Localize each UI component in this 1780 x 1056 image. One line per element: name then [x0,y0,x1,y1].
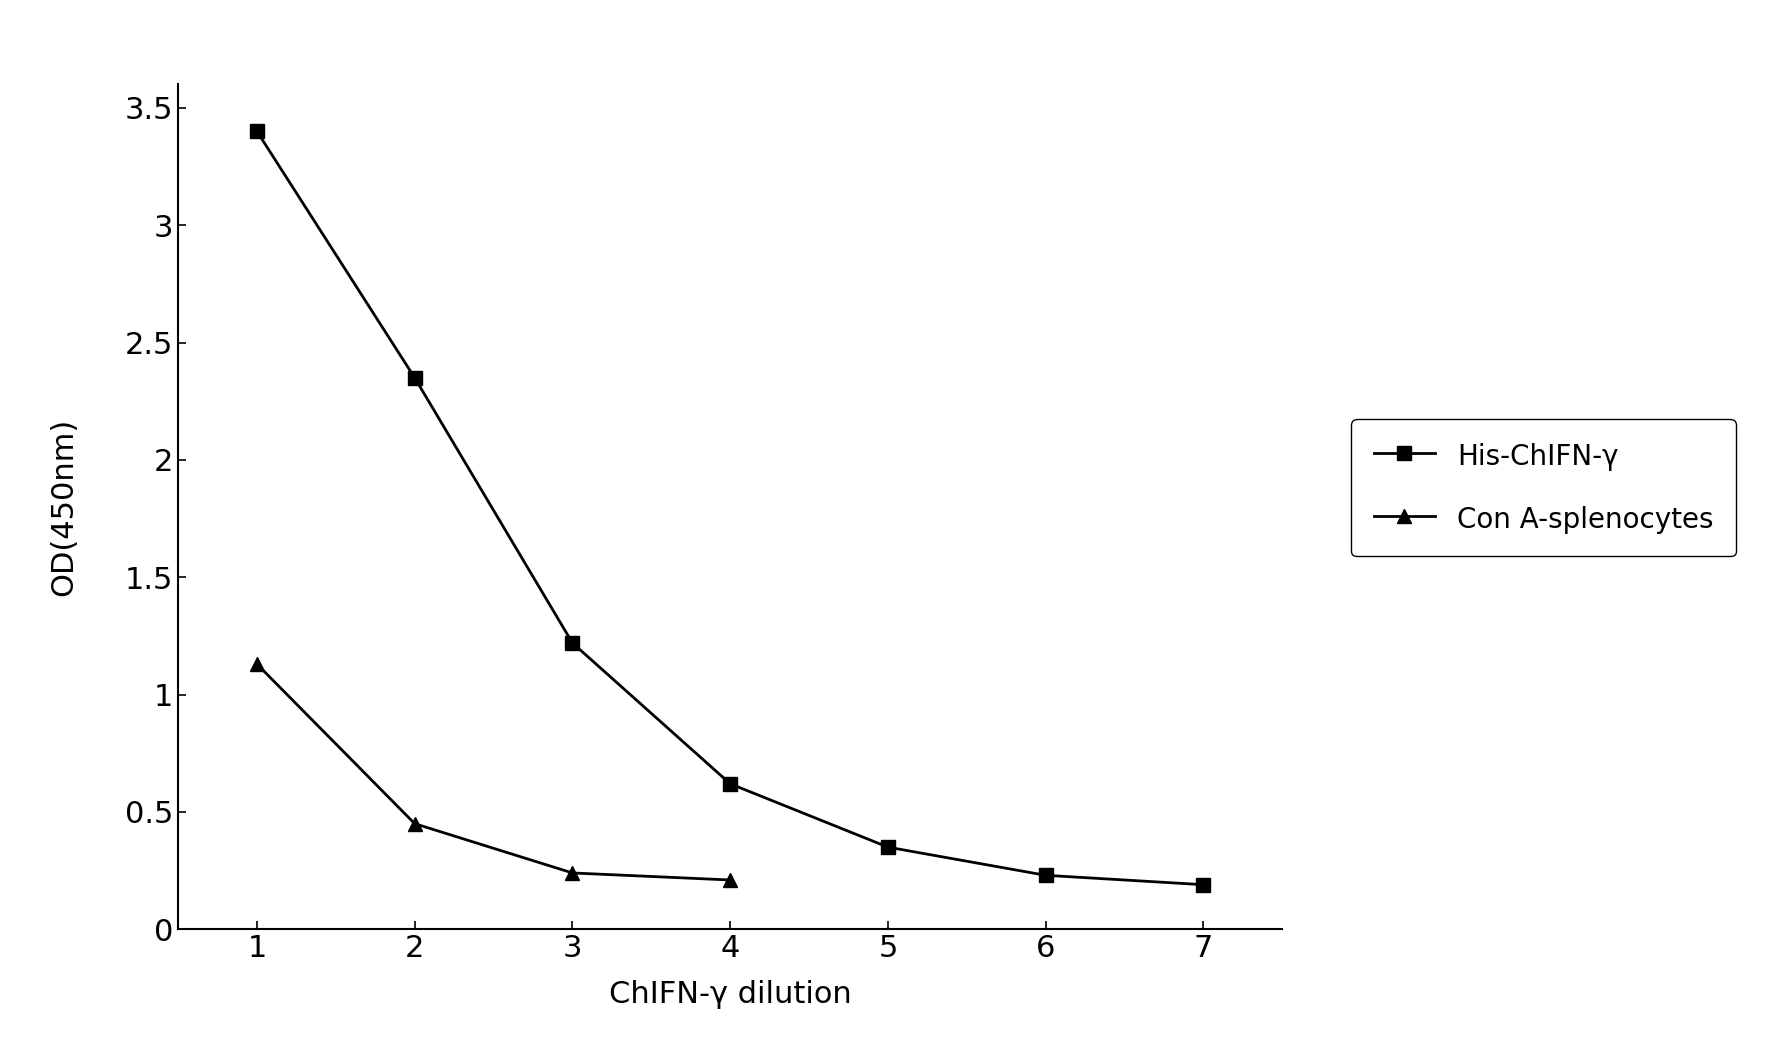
His-ChIFN-γ [561,637,582,649]
His-ChIFN-γ [404,372,425,384]
His-ChIFN-γ [1193,879,1214,891]
Line: His-ChIFN-γ: His-ChIFN-γ [249,125,1210,891]
His-ChIFN-γ [1034,869,1056,882]
Con A-splenocytes [404,817,425,830]
Legend: His-ChIFN-γ, Con A-splenocytes: His-ChIFN-γ, Con A-splenocytes [1351,419,1736,557]
Con A-splenocytes [719,873,740,886]
Con A-splenocytes [246,658,267,671]
Y-axis label: OD(450nm): OD(450nm) [50,418,78,596]
X-axis label: ChIFN-γ dilution: ChIFN-γ dilution [609,980,851,1008]
His-ChIFN-γ [719,777,740,790]
Line: Con A-splenocytes: Con A-splenocytes [249,657,737,887]
His-ChIFN-γ [246,125,267,137]
His-ChIFN-γ [878,841,899,853]
Con A-splenocytes [561,867,582,880]
